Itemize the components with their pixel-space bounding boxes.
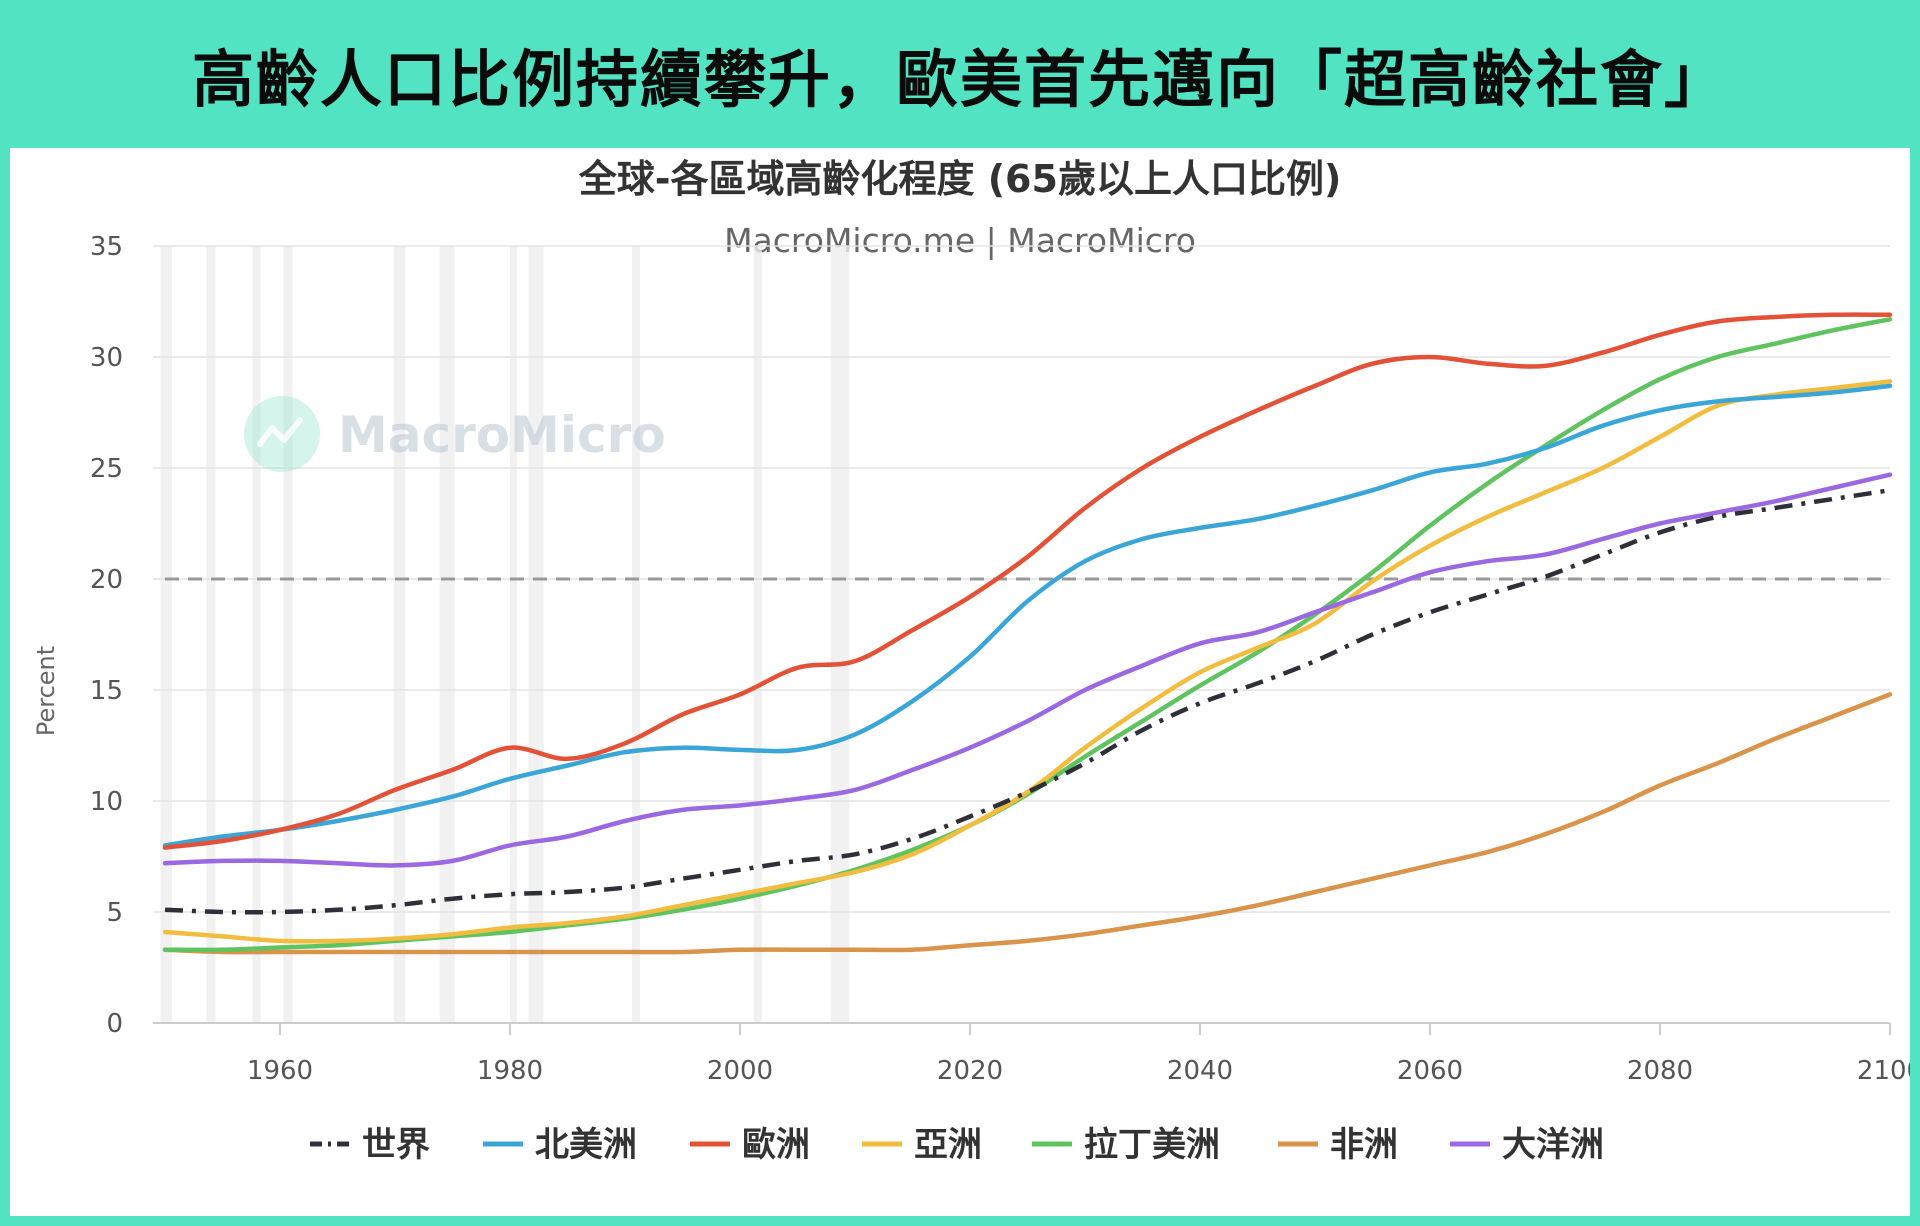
recession-bands [160,246,850,1023]
legend-label-3: 亞洲 [914,1125,982,1165]
chart: 全球-各區域高齡化程度 (65歲以上人口比例) MacroMicro.me | … [32,157,1910,1165]
legend-label-5: 非洲 [1330,1125,1398,1165]
legend-label-2: 歐洲 [742,1125,810,1165]
chart-title: 全球-各區域高齡化程度 (65歲以上人口比例) [578,157,1342,201]
x-tick-1980: 1980 [477,1056,543,1086]
x-tick-2080: 2080 [1627,1056,1693,1086]
recession-band-2 [252,246,261,1023]
legend-item-1[interactable]: 北美洲 [483,1125,637,1165]
x-tick-1960: 1960 [247,1056,313,1086]
banner: 高齡人口比例持續攀升，歐美首先邁向「超高齡社會」 [0,0,1920,148]
chart-card: 全球-各區域高齡化程度 (65歲以上人口比例) MacroMicro.me | … [10,148,1910,1216]
legend-item-0[interactable]: 世界 [310,1125,430,1165]
x-tick-2020: 2020 [937,1056,1003,1086]
recession-band-0 [160,246,172,1023]
recession-band-8 [631,246,640,1023]
recession-band-5 [439,246,455,1023]
x-tick-2040: 2040 [1167,1056,1233,1086]
y-tick-30: 30 [90,343,123,373]
series-line-0 [164,487,1891,915]
legend-item-3[interactable]: 亞洲 [862,1125,982,1165]
y-tick-15: 15 [90,676,123,706]
series-lines [162,312,1893,955]
recession-band-1 [206,246,216,1023]
y-axis-label: Percent [32,646,60,736]
x-tick-2060: 2060 [1397,1056,1463,1086]
y-tick-10: 10 [90,787,123,817]
x-tick-2000: 2000 [707,1056,773,1086]
series-line-3 [162,379,1893,944]
gridlines [153,245,1890,1024]
recession-band-10 [830,246,850,1023]
watermark-text: MacroMicro [338,406,666,464]
series-line-1 [162,383,1893,848]
legend: 世界 北美洲 歐洲 亞洲 拉丁美洲 非洲 大洋洲 [310,1125,1604,1165]
watermark-chart-icon [257,417,303,447]
recession-band-7 [528,246,544,1023]
series-line-5 [162,692,1893,955]
y-tick-25: 25 [90,454,123,484]
series-line-2 [162,312,1893,850]
legend-item-5[interactable]: 非洲 [1278,1125,1398,1165]
legend-item-4[interactable]: 拉丁美洲 [1032,1125,1220,1165]
y-tick-5: 5 [106,898,123,928]
legend-label-0: 世界 [362,1125,430,1165]
watermark: MacroMicro [244,396,666,472]
y-tick-35: 35 [90,232,123,262]
series-line-4 [162,317,1893,953]
legend-label-6: 大洋洲 [1502,1125,1604,1165]
chart-subtitle: MacroMicro.me | MacroMicro [724,221,1196,260]
series-line-6 [162,472,1893,868]
legend-label-4: 拉丁美洲 [1084,1125,1220,1165]
recession-band-6 [510,246,517,1023]
recession-band-9 [753,246,762,1023]
y-axis: 0 5 10 15 20 25 30 35 [90,232,123,1039]
legend-item-2[interactable]: 歐洲 [690,1125,810,1165]
legend-item-6[interactable]: 大洋洲 [1450,1125,1604,1165]
recession-band-4 [393,246,406,1023]
y-tick-0: 0 [106,1009,123,1039]
legend-label-1: 北美洲 [535,1125,637,1165]
recession-band-3 [283,246,293,1023]
y-tick-20: 20 [90,565,123,595]
banner-title: 高齡人口比例持續攀升，歐美首先邁向「超高齡社會」 [191,43,1728,116]
